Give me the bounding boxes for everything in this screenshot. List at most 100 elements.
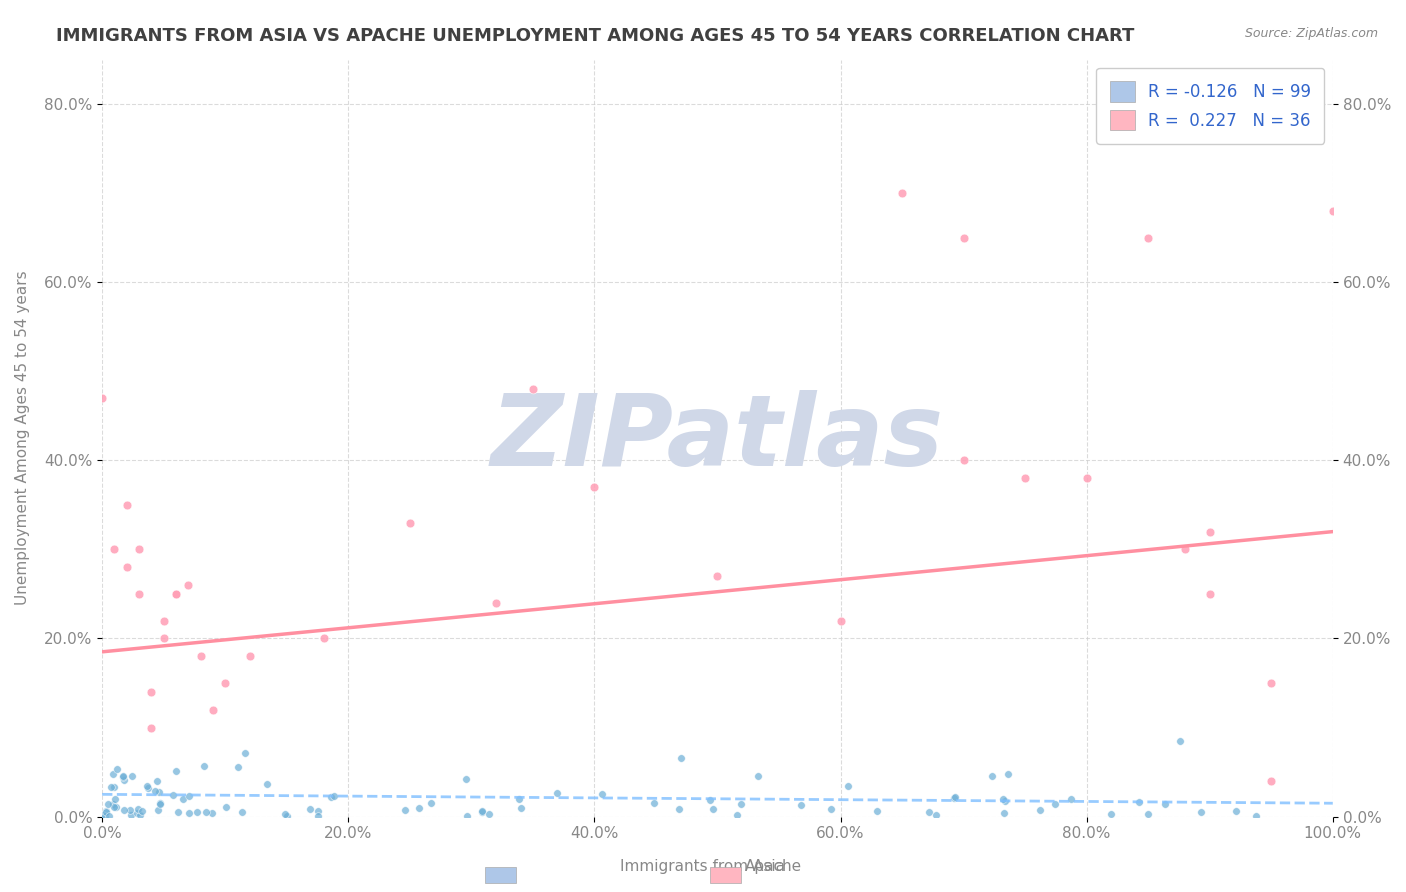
Point xyxy=(101,797,124,811)
Text: IMMIGRANTS FROM ASIA VS APACHE UNEMPLOYMENT AMONG AGES 45 TO 54 YEARS CORRELATIO: IMMIGRANTS FROM ASIA VS APACHE UNEMPLOYM… xyxy=(56,27,1135,45)
Point xyxy=(668,802,690,816)
Point xyxy=(394,803,416,817)
Point xyxy=(101,767,124,781)
Point xyxy=(115,560,138,574)
Point xyxy=(307,804,329,818)
Point xyxy=(190,649,212,664)
Point xyxy=(510,801,533,815)
Point xyxy=(1189,805,1212,819)
Point xyxy=(103,542,125,557)
Point xyxy=(943,791,966,805)
Point xyxy=(419,796,441,810)
Point xyxy=(91,391,114,405)
Point xyxy=(730,797,752,812)
Point xyxy=(1260,774,1282,789)
Point xyxy=(323,789,346,804)
Point xyxy=(100,780,122,795)
Point xyxy=(952,230,974,244)
Point xyxy=(1174,542,1197,557)
Point xyxy=(307,808,329,822)
Point xyxy=(165,587,187,601)
Point xyxy=(165,764,187,778)
Point xyxy=(820,802,842,816)
Point xyxy=(127,801,149,815)
Point xyxy=(1198,587,1220,601)
Point xyxy=(148,803,170,817)
Point xyxy=(112,769,135,783)
Point xyxy=(146,774,169,789)
Point xyxy=(643,796,665,810)
Point xyxy=(1225,804,1247,818)
Point xyxy=(177,789,200,803)
Point xyxy=(120,803,142,817)
Point xyxy=(128,587,150,601)
Point xyxy=(925,808,948,822)
Point xyxy=(508,791,530,805)
Point xyxy=(891,186,914,201)
Point xyxy=(148,784,170,798)
Point xyxy=(1137,230,1160,244)
Point xyxy=(97,797,120,811)
Point xyxy=(167,805,190,819)
Legend: R = -0.126   N = 99, R =  0.227   N = 36: R = -0.126 N = 99, R = 0.227 N = 36 xyxy=(1097,68,1324,144)
Point xyxy=(546,786,568,800)
Point xyxy=(321,789,343,804)
Point xyxy=(121,769,143,783)
Point xyxy=(141,721,163,735)
Point xyxy=(120,807,142,822)
Point xyxy=(1029,803,1052,817)
Point xyxy=(143,784,166,798)
Point xyxy=(177,578,200,592)
Point xyxy=(952,453,974,467)
Point xyxy=(1244,809,1267,823)
Point xyxy=(1014,471,1036,485)
Point xyxy=(1168,734,1191,748)
Point xyxy=(201,806,224,821)
Point xyxy=(994,794,1017,808)
Point xyxy=(312,632,335,646)
Point xyxy=(980,769,1002,783)
Point xyxy=(456,809,478,823)
Point xyxy=(112,770,135,784)
Point xyxy=(471,805,494,819)
Point xyxy=(141,685,163,699)
Point xyxy=(149,796,172,810)
Point xyxy=(276,809,298,823)
Point xyxy=(1099,807,1122,822)
Text: ZIPatlas: ZIPatlas xyxy=(491,390,943,487)
Point xyxy=(274,807,297,822)
Point xyxy=(231,805,253,819)
Text: Apache: Apache xyxy=(745,859,803,874)
Point xyxy=(125,805,148,820)
Point xyxy=(298,802,321,816)
Point xyxy=(114,773,136,788)
Text: Immigrants from Asia: Immigrants from Asia xyxy=(620,859,786,874)
Point xyxy=(1045,797,1067,811)
Point xyxy=(1128,795,1150,809)
Point xyxy=(830,614,852,628)
Point xyxy=(152,614,174,628)
Point xyxy=(790,797,813,812)
Point xyxy=(702,802,724,816)
Point xyxy=(478,807,501,822)
Point xyxy=(94,809,117,823)
Point xyxy=(747,768,769,782)
Point xyxy=(837,780,859,794)
Point xyxy=(866,804,889,818)
Point xyxy=(1154,797,1177,812)
Point xyxy=(114,803,136,817)
Point xyxy=(1137,806,1160,821)
Point xyxy=(408,801,430,815)
Point xyxy=(165,587,187,601)
Y-axis label: Unemployment Among Ages 45 to 54 years: Unemployment Among Ages 45 to 54 years xyxy=(15,271,30,606)
Point xyxy=(201,703,224,717)
Point xyxy=(215,800,238,814)
Point xyxy=(454,772,477,787)
Point xyxy=(96,805,118,819)
Point xyxy=(128,542,150,557)
Point xyxy=(105,762,128,776)
Point xyxy=(179,805,201,820)
Point xyxy=(1076,471,1098,485)
Point xyxy=(97,809,120,823)
Point xyxy=(103,780,125,795)
